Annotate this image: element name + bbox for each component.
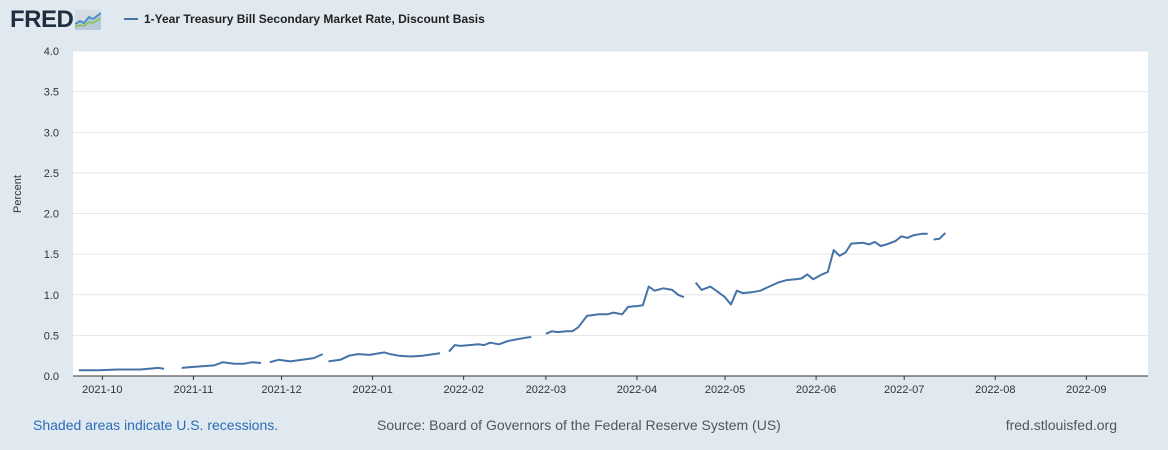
y-tick-label: 4.0 <box>44 46 59 58</box>
y-tick-label: 3.5 <box>44 87 59 99</box>
x-tick-label: 2022-01 <box>352 384 392 396</box>
chart-legend: 1-Year Treasury Bill Secondary Market Ra… <box>124 12 485 26</box>
x-tick-label: 2022-04 <box>617 384 657 396</box>
line-chart: 2021-10 2021-11 2021-12 2022-01 2022-02 2022-… <box>44 46 1148 396</box>
y-tick-label: 3.0 <box>44 127 59 139</box>
x-tick-label: 2022-07 <box>884 384 924 396</box>
series-line-segment <box>448 336 532 353</box>
source-text: Source: Board of Governors of the Federa… <box>377 417 781 433</box>
fred-logo[interactable]: FRED <box>10 6 102 33</box>
x-tick-label: 2022-06 <box>796 384 836 396</box>
fred-graph-icon <box>75 10 102 30</box>
x-tick-label: 2022-08 <box>975 384 1015 396</box>
y-tick-label: 1.5 <box>44 249 59 261</box>
series-line-segment <box>545 285 685 335</box>
series-line-segment <box>328 351 441 363</box>
site-link[interactable]: fred.stlouisfed.org <box>1005 417 1117 433</box>
y-tick-label: 1.0 <box>44 290 59 302</box>
legend-swatch <box>124 18 138 20</box>
x-tick-label: 2021-10 <box>82 384 122 396</box>
x-tick-label: 2022-03 <box>526 384 566 396</box>
series-line-segment <box>933 232 947 241</box>
series-line-segment <box>269 353 324 364</box>
x-tick-label: 2022-09 <box>1066 384 1106 396</box>
fred-logo-text: FRED <box>10 6 74 33</box>
y-tick-label: 2.0 <box>44 209 59 221</box>
y-tick-label: 0.5 <box>44 330 59 342</box>
series-line-segment <box>78 366 165 372</box>
y-tick-label: 0.0 <box>44 371 59 383</box>
y-tick-label: 2.5 <box>44 168 59 180</box>
series-line-segment <box>694 232 928 306</box>
legend-series-name: 1-Year Treasury Bill Secondary Market Ra… <box>144 12 485 26</box>
series-line-segment <box>181 361 262 369</box>
x-tick-label: 2022-02 <box>443 384 483 396</box>
x-tick-label: 2022-05 <box>705 384 745 396</box>
x-tick-label: 2021-11 <box>174 384 214 396</box>
recession-note-link[interactable]: Shaded areas indicate U.S. recessions. <box>33 417 279 433</box>
x-tick-label: 2021-12 <box>261 384 301 396</box>
